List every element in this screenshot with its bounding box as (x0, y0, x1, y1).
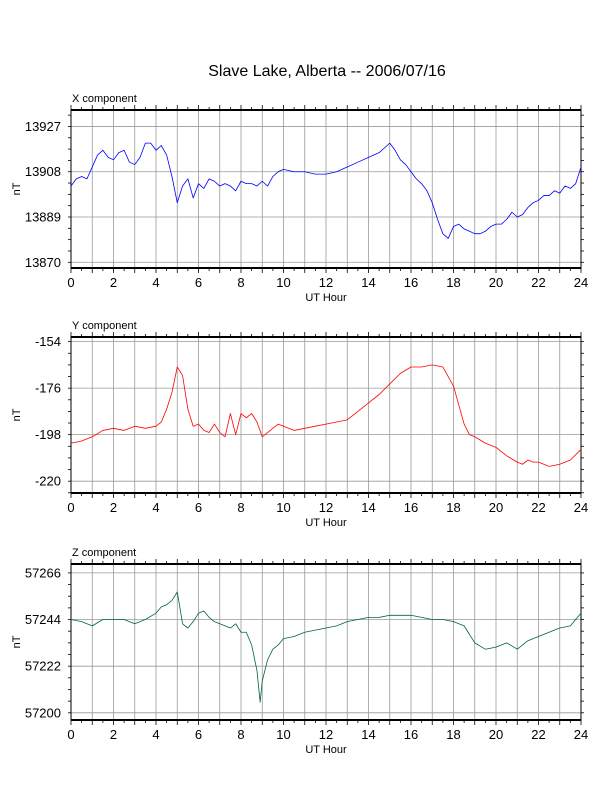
series-line-0 (70, 591, 582, 703)
series-line-0 (70, 364, 582, 467)
x-tick-label: 22 (531, 275, 545, 290)
y-axis-label: nT (11, 408, 23, 421)
x-axis-label: UT Hour (305, 744, 347, 756)
y-tick-label: -220 (35, 474, 61, 489)
x-tick-label: 14 (361, 275, 375, 290)
x-tick-label: 6 (195, 727, 202, 742)
x-tick-label: 16 (404, 727, 418, 742)
panel-label: X component (72, 93, 137, 105)
x-tick-label: 4 (152, 275, 159, 290)
figure-title: Slave Lake, Alberta -- 2006/07/16 (208, 63, 446, 80)
x-tick-label: 8 (237, 275, 244, 290)
x-tick-label: 6 (195, 275, 202, 290)
y-tick-label: 13889 (25, 210, 61, 225)
x-tick-label: 20 (489, 275, 503, 290)
y-tick-label: -176 (35, 381, 61, 396)
x-axis-label: UT Hour (305, 292, 347, 304)
x-tick-label: 0 (67, 727, 74, 742)
x-tick-label: 12 (319, 500, 333, 515)
x-tick-label: 4 (152, 500, 159, 515)
y-tick-label: -198 (35, 427, 61, 442)
x-tick-label: 0 (67, 500, 74, 515)
x-tick-label: 0 (67, 275, 74, 290)
x-tick-label: 18 (446, 275, 460, 290)
x-tick-label: 20 (489, 727, 503, 742)
x-tick-label: 8 (237, 500, 244, 515)
x-tick-label: 2 (110, 727, 117, 742)
x-tick-label: 12 (319, 727, 333, 742)
y-tick-label: -154 (35, 334, 61, 349)
x-tick-label: 14 (361, 727, 375, 742)
x-tick-label: 10 (276, 275, 290, 290)
y-tick-label: 13908 (25, 164, 61, 179)
x-tick-label: 24 (574, 500, 588, 515)
x-tick-label: 14 (361, 500, 375, 515)
y-tick-label: 57200 (25, 705, 61, 720)
x-tick-label: 2 (110, 275, 117, 290)
x-tick-label: 24 (574, 727, 588, 742)
panel-label: Z component (72, 547, 136, 559)
x-axis-label: UT Hour (305, 517, 347, 529)
y-tick-label: 13870 (25, 255, 61, 270)
series-line-0 (70, 142, 582, 239)
x-tick-label: 10 (276, 727, 290, 742)
x-tick-label: 20 (489, 500, 503, 515)
y-tick-label: 57222 (25, 659, 61, 674)
x-tick-label: 10 (276, 500, 290, 515)
x-tick-label: 4 (152, 727, 159, 742)
x-tick-label: 18 (446, 727, 460, 742)
x-tick-label: 8 (237, 727, 244, 742)
x-tick-label: 16 (404, 275, 418, 290)
x-tick-label: 22 (531, 500, 545, 515)
x-tick-label: 24 (574, 275, 588, 290)
y-tick-label: 13927 (25, 119, 61, 134)
x-tick-label: 18 (446, 500, 460, 515)
y-tick-label: 57266 (25, 565, 61, 580)
x-tick-label: 2 (110, 500, 117, 515)
x-tick-label: 16 (404, 500, 418, 515)
x-tick-label: 6 (195, 500, 202, 515)
y-axis-label: nT (11, 182, 23, 195)
panel-label: Y component (72, 320, 137, 332)
y-axis-label: nT (11, 635, 23, 648)
y-tick-label: 57244 (25, 612, 61, 627)
x-tick-label: 12 (319, 275, 333, 290)
x-tick-label: 22 (531, 727, 545, 742)
